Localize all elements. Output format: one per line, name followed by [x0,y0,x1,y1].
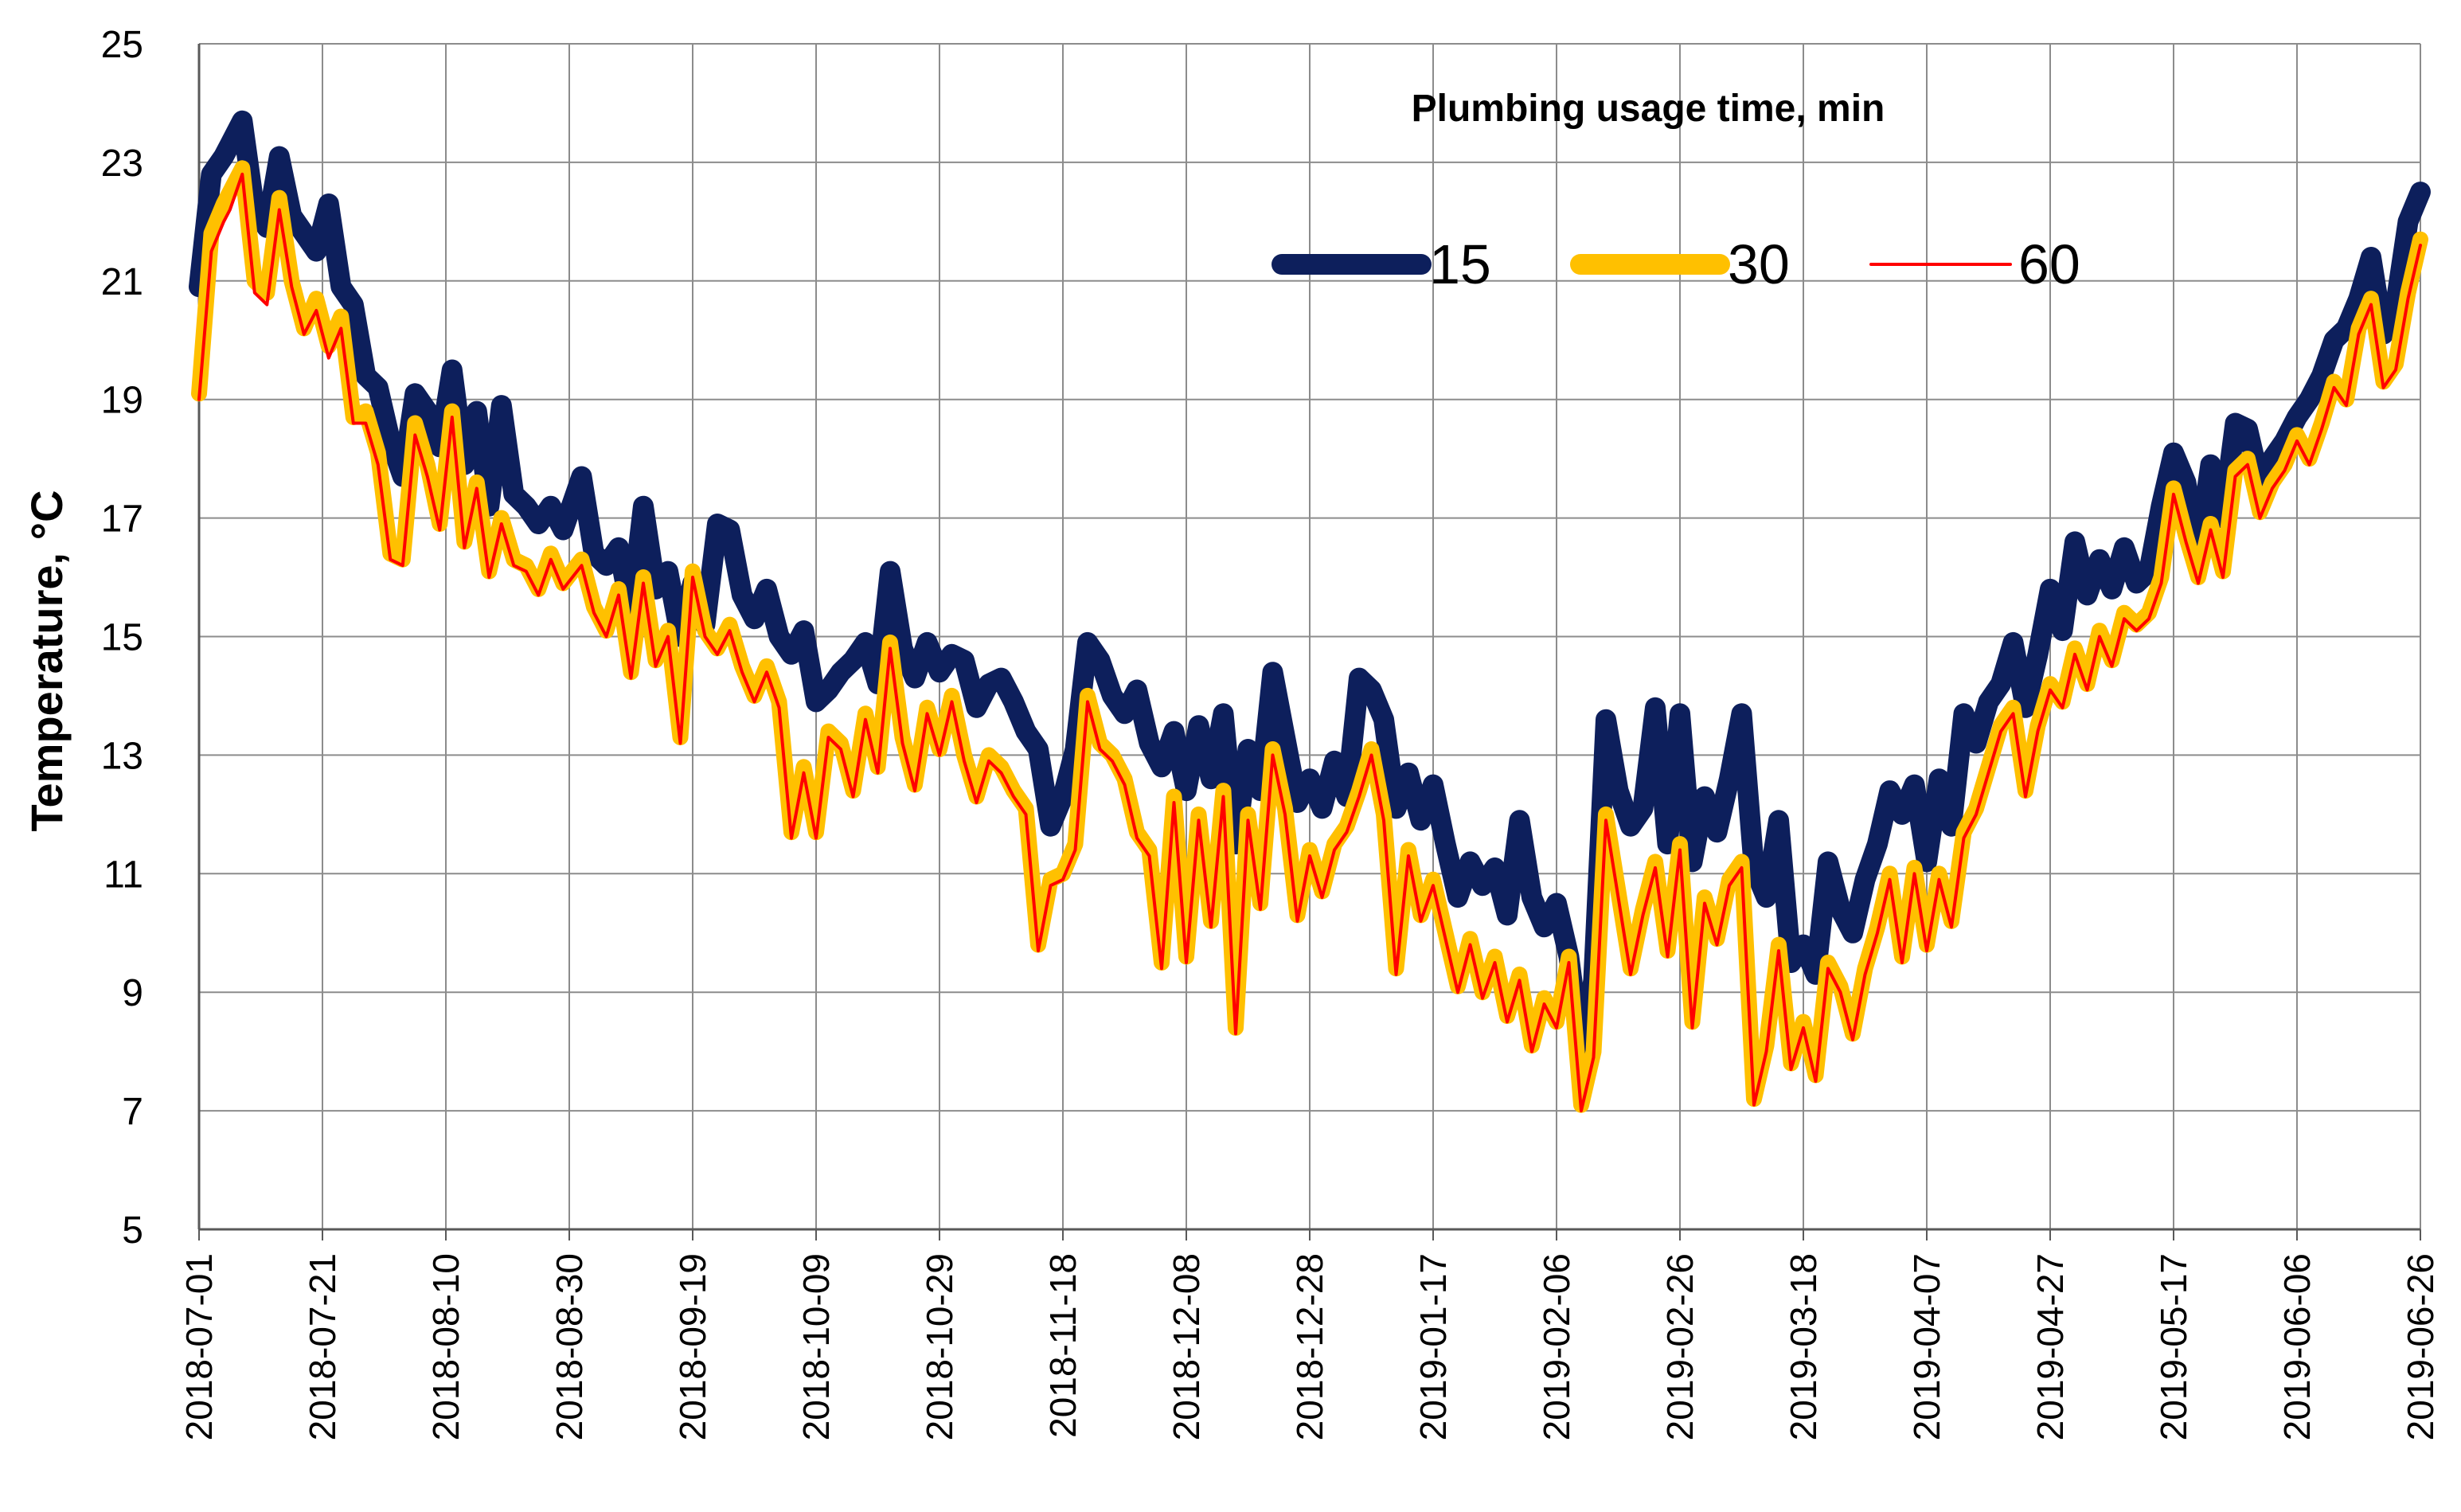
legend-label-60: 60 [2018,233,2080,295]
legend-label-30: 30 [1728,233,1790,295]
series-line-30 [191,160,2428,1113]
x-tick-label: 2019-04-07 [1906,1253,1947,1440]
x-tick-label: 2019-06-26 [2400,1253,2441,1440]
x-tick-label: 2018-10-09 [795,1253,837,1440]
y-tick-label: 13 [101,735,143,777]
series-line-60 [197,172,2422,1113]
x-tick-label: 2018-09-19 [672,1253,713,1440]
y-tick-label: 11 [104,854,143,896]
x-tick-label: 2019-06-06 [2276,1253,2318,1440]
y-tick-label: 23 [101,143,143,185]
x-tick-label: 2018-08-10 [425,1253,467,1440]
legend-label-15: 15 [1429,233,1491,295]
legend-items: 15 30 60 [1272,233,2080,295]
x-tick-label: 2018-12-08 [1166,1253,1207,1440]
y-tick-label: 9 [122,972,143,1014]
legend: Plumbing usage time, min 15 30 60 [1272,88,2080,295]
x-tick-label: 2018-12-28 [1289,1253,1330,1440]
legend-title: Plumbing usage time, min [1412,88,1885,130]
y-tick-label: 15 [101,617,143,659]
x-tick-label: 2018-07-01 [178,1253,220,1440]
y-tick-label: 5 [122,1209,143,1252]
x-tick-labels: 2018-07-01 2018-07-21 2018-08-10 2018-08-30… [178,1253,2441,1440]
x-tick-label: 2019-04-27 [2029,1253,2071,1440]
x-tick-label: 2019-02-26 [1659,1253,1701,1440]
x-tick-label: 2019-01-17 [1412,1253,1454,1440]
series-layer [189,110,2431,1113]
series-line-15 [189,110,2431,1062]
grid-lines [198,43,2421,1229]
y-tick-label: 25 [101,24,143,66]
y-axis-label: Temperature, °C [21,490,72,831]
x-tick-label: 2018-10-29 [919,1253,960,1440]
x-tick-label: 2018-11-18 [1042,1253,1084,1438]
x-tick-label: 2018-07-21 [302,1253,343,1440]
y-tick-label: 21 [101,261,143,303]
x-tick-label: 2019-05-17 [2153,1253,2194,1440]
y-tick-label: 17 [101,498,143,541]
x-tick-label: 2019-02-06 [1536,1253,1577,1440]
y-tick-labels: 5 7 9 11 13 15 17 19 21 23 25 [101,24,143,1252]
x-tick-label: 2019-03-18 [1783,1253,1824,1440]
y-tick-label: 7 [122,1091,143,1133]
x-tick-label: 2018-08-30 [549,1253,590,1440]
y-tick-label: 19 [101,380,143,422]
